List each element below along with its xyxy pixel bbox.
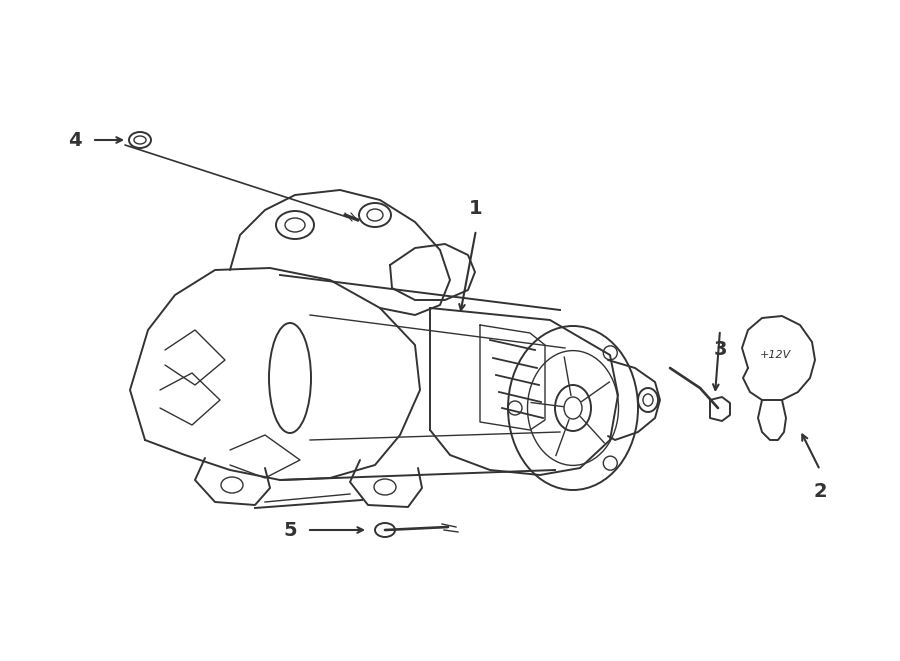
Text: 2: 2 — [814, 482, 827, 501]
Text: 4: 4 — [68, 130, 82, 149]
Text: +12V: +12V — [760, 350, 790, 360]
Text: 3: 3 — [713, 340, 727, 359]
Text: 1: 1 — [469, 199, 482, 218]
Text: 5: 5 — [284, 520, 297, 539]
